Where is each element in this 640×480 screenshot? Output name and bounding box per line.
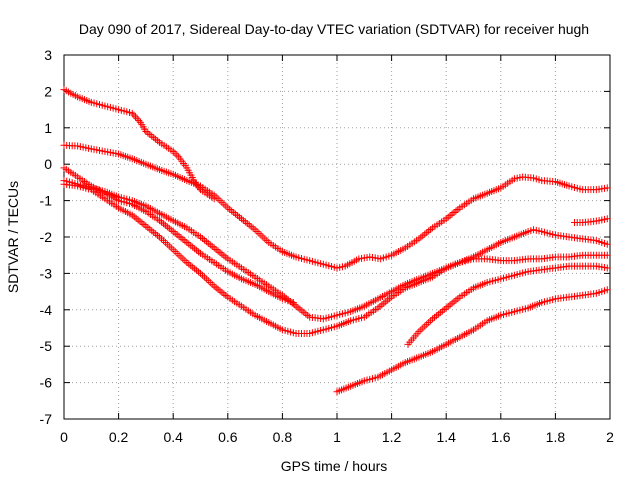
x-tick-label: 0.2 — [109, 429, 129, 445]
y-tick-label: -3 — [40, 265, 53, 281]
x-axis: 0 0.2 0.4 0.6 0.8 1 1.2 1.4 1.6 1.8 2 — [60, 55, 614, 445]
series-track-5 — [60, 180, 611, 337]
data-point — [133, 115, 141, 123]
x-tick-label: 1.6 — [491, 429, 511, 445]
data-point — [169, 147, 177, 155]
series-track-8 — [571, 215, 611, 226]
data-point — [603, 215, 611, 223]
series-track-6 — [404, 262, 611, 348]
data-point — [603, 264, 611, 272]
chart-title: Day 090 of 2017, Sidereal Day-to-day VTE… — [79, 21, 589, 37]
y-tick-label: 1 — [44, 120, 52, 136]
y-tick-label: -1 — [40, 193, 53, 209]
x-tick-label: 1.8 — [546, 429, 566, 445]
y-axis-label: SDTVAR / TECUs — [5, 181, 21, 293]
series-track-3 — [60, 177, 611, 323]
y-tick-label: -5 — [40, 338, 53, 354]
x-axis-label: GPS time / hours — [281, 458, 388, 474]
y-tick-label: -2 — [40, 229, 53, 245]
x-tick-label: 2 — [606, 429, 614, 445]
data-point — [128, 109, 136, 117]
y-tick-label: 0 — [44, 156, 52, 172]
grid — [64, 55, 610, 419]
x-tick-label: 0.6 — [218, 429, 238, 445]
y-tick-label: 3 — [44, 47, 52, 63]
x-tick-label: 0.4 — [163, 429, 183, 445]
data-point — [132, 113, 140, 121]
series-track-2 — [60, 141, 611, 272]
data-point — [603, 286, 611, 294]
data-point — [135, 117, 143, 125]
y-tick-label: 2 — [44, 83, 52, 99]
data-point — [173, 151, 181, 159]
x-tick-label: 0.8 — [273, 429, 293, 445]
data-point — [603, 184, 611, 192]
x-tick-label: 1.2 — [382, 429, 402, 445]
y-tick-label: -6 — [40, 375, 53, 391]
series-track-7 — [333, 286, 611, 396]
y-axis: 3 2 1 0 -1 -2 -3 -4 -5 -6 -7 — [40, 47, 610, 427]
x-tick-label: 1 — [333, 429, 341, 445]
y-tick-label: -7 — [40, 411, 53, 427]
x-tick-label: 1.4 — [436, 429, 456, 445]
data-point — [603, 251, 611, 259]
data-point — [130, 111, 138, 119]
data-point — [603, 240, 611, 248]
x-tick-label: 0 — [60, 429, 68, 445]
y-tick-label: -4 — [40, 302, 53, 318]
data-point — [289, 299, 297, 307]
data-points — [60, 86, 611, 396]
data-point — [171, 149, 179, 157]
